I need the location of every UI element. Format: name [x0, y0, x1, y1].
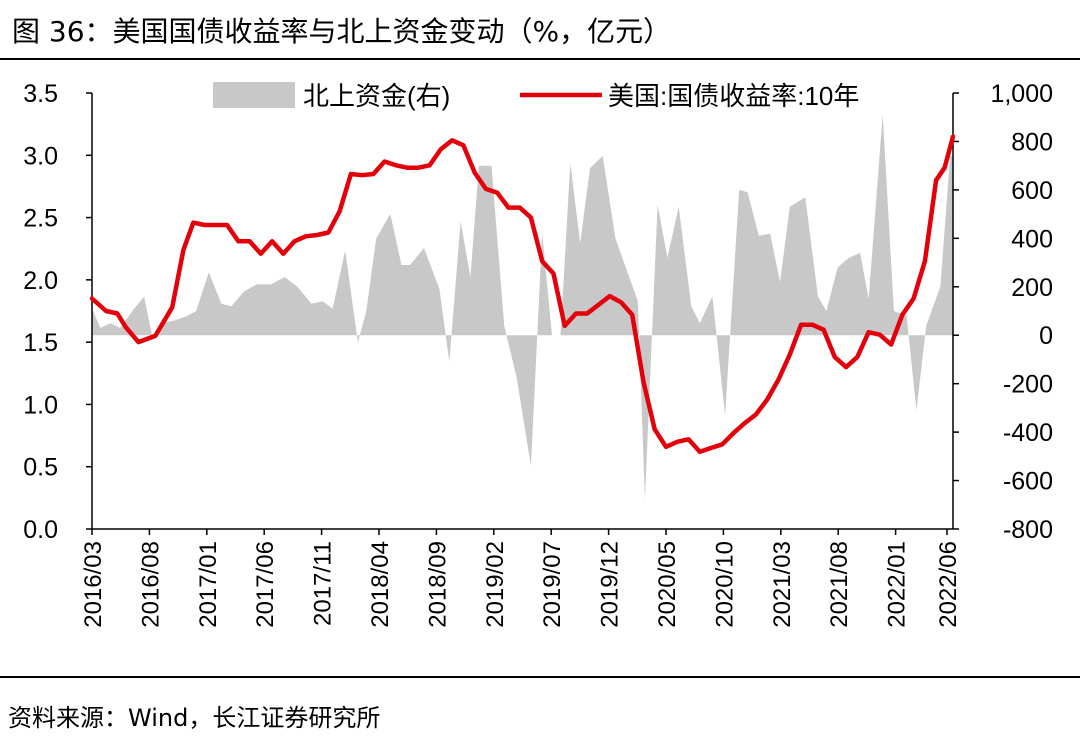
- x-tick-label: 2021/08: [826, 541, 853, 628]
- x-tick-label: 2020/10: [711, 541, 738, 628]
- legend-line-label: 美国:国债收益率:10年: [608, 81, 859, 111]
- right-tick-label: 1,000: [990, 80, 1053, 108]
- x-tick-label: 2018/04: [367, 541, 394, 628]
- right-tick-label: -600: [1003, 468, 1053, 496]
- x-tick-label: 2022/06: [935, 541, 962, 628]
- right-tick-label: -800: [1003, 516, 1053, 544]
- right-tick-label: 200: [1011, 274, 1053, 302]
- us-treasury-yield-line-layer: [89, 134, 956, 455]
- left-tick-label: 2.5: [23, 205, 58, 233]
- left-tick-label: 2.0: [23, 267, 58, 295]
- right-tick-label: 400: [1011, 225, 1053, 253]
- right-tick-label: -200: [1003, 371, 1053, 399]
- right-tick-label: 800: [1011, 128, 1053, 156]
- x-tick-label: 2019/12: [597, 541, 624, 628]
- x-tick-label: 2016/03: [80, 541, 107, 628]
- northbound-capital-area: [92, 114, 953, 500]
- x-tick-label: 2019/07: [539, 541, 566, 628]
- x-tick-label: 2022/01: [884, 541, 911, 628]
- footer-rule: [0, 676, 1080, 678]
- left-tick-label: 3.5: [23, 80, 58, 108]
- left-tick-label: 0.0: [23, 516, 58, 544]
- left-tick-label: 0.5: [23, 454, 58, 482]
- chart-svg: 0.0 0.5 1.0 1.5 2.0 2.5 3.0 3.5 -800 -600 -400 -200…: [23, 80, 1053, 628]
- left-tick-label: 3.0: [23, 142, 58, 170]
- right-tick-label: -400: [1003, 419, 1053, 447]
- left-tick-label: 1.0: [23, 391, 58, 419]
- x-tick-label: 2019/02: [482, 541, 509, 628]
- x-tick-label: 2017/11: [310, 541, 337, 626]
- source-note: 资料来源：Wind，长江证券研究所: [8, 704, 381, 732]
- legend-bar-label: 北上资金(右): [303, 81, 450, 111]
- x-tick-label: 2020/05: [654, 541, 681, 628]
- left-tick-label: 1.5: [23, 329, 58, 357]
- right-tick-label: 0: [1039, 322, 1053, 350]
- title-rule: [0, 58, 1080, 60]
- x-tick-label: 2016/08: [137, 541, 164, 628]
- x-tick-label: 2018/09: [424, 541, 451, 628]
- legend-bar-swatch: [213, 82, 295, 108]
- x-tick-label: 2017/06: [252, 541, 279, 628]
- axes-layer: 0.0 0.5 1.0 1.5 2.0 2.5 3.0 3.5 -800 -600 -400 -200…: [23, 80, 1053, 628]
- northbound-capital-area-layer: [92, 114, 953, 500]
- x-tick-label: 2017/01: [195, 541, 222, 628]
- right-tick-label: 600: [1011, 177, 1053, 205]
- x-tick-label: 2021/03: [769, 541, 796, 628]
- us-treasury-10y-yield-line: [89, 134, 956, 455]
- chart-title: 图 36：美国国债收益率与北上资金变动（%，亿元）: [12, 15, 672, 48]
- chart-legend: 北上资金(右) 美国:国债收益率:10年: [213, 81, 859, 111]
